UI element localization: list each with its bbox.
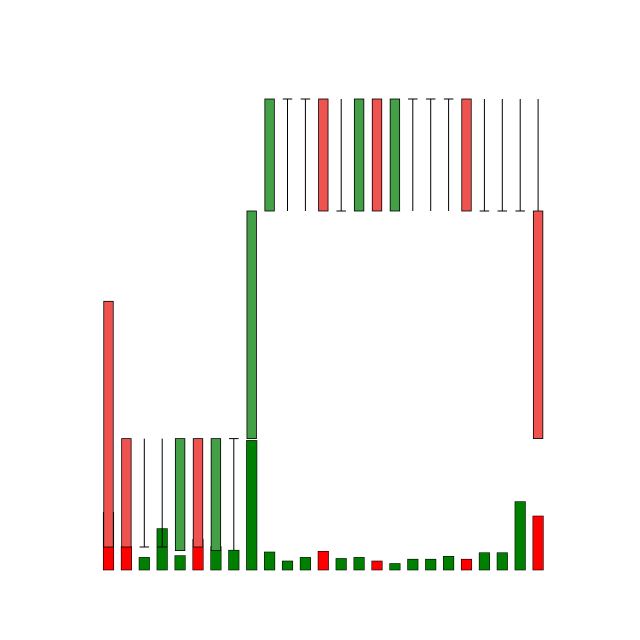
candle-body-15 bbox=[353, 98, 365, 212]
candle-body-17 bbox=[389, 98, 401, 212]
candle-body-2 bbox=[121, 438, 132, 548]
volume-bar-14 bbox=[335, 558, 347, 571]
volume-bar-24 bbox=[514, 501, 526, 571]
volume-bar-21 bbox=[460, 558, 473, 571]
candle-body-10 bbox=[264, 98, 275, 212]
volume-bar-23 bbox=[496, 552, 508, 571]
volume-bar-22 bbox=[478, 552, 490, 571]
volume-bar-5 bbox=[174, 555, 186, 571]
candle-body-13 bbox=[318, 98, 329, 212]
candle-body-5 bbox=[174, 438, 186, 552]
volume-bar-25 bbox=[532, 515, 544, 571]
volume-bar-18 bbox=[407, 558, 419, 571]
candle-body-16 bbox=[371, 98, 383, 212]
volume-bar-8 bbox=[228, 549, 240, 571]
volume-bar-2 bbox=[120, 546, 132, 571]
candle-body-6 bbox=[192, 438, 204, 548]
volume-bars bbox=[102, 440, 544, 571]
volume-bar-19 bbox=[425, 558, 437, 571]
candle-body-7 bbox=[210, 438, 222, 552]
candle-body-9 bbox=[246, 210, 257, 440]
volume-bar-20 bbox=[443, 556, 455, 571]
volume-bar-13 bbox=[317, 550, 329, 571]
candles bbox=[103, 98, 544, 552]
candle-body-21 bbox=[461, 98, 472, 212]
volume-bar-11 bbox=[281, 560, 294, 571]
volume-bar-16 bbox=[371, 560, 383, 571]
candle-body-1 bbox=[103, 300, 114, 548]
candle-body-25 bbox=[532, 210, 544, 440]
volume-bar-10 bbox=[264, 551, 276, 571]
volume-bar-9 bbox=[246, 440, 258, 571]
volume-bar-15 bbox=[353, 557, 365, 571]
volume-bar-17 bbox=[389, 563, 401, 571]
volume-bar-12 bbox=[299, 557, 311, 571]
volume-bar-3 bbox=[138, 557, 150, 571]
